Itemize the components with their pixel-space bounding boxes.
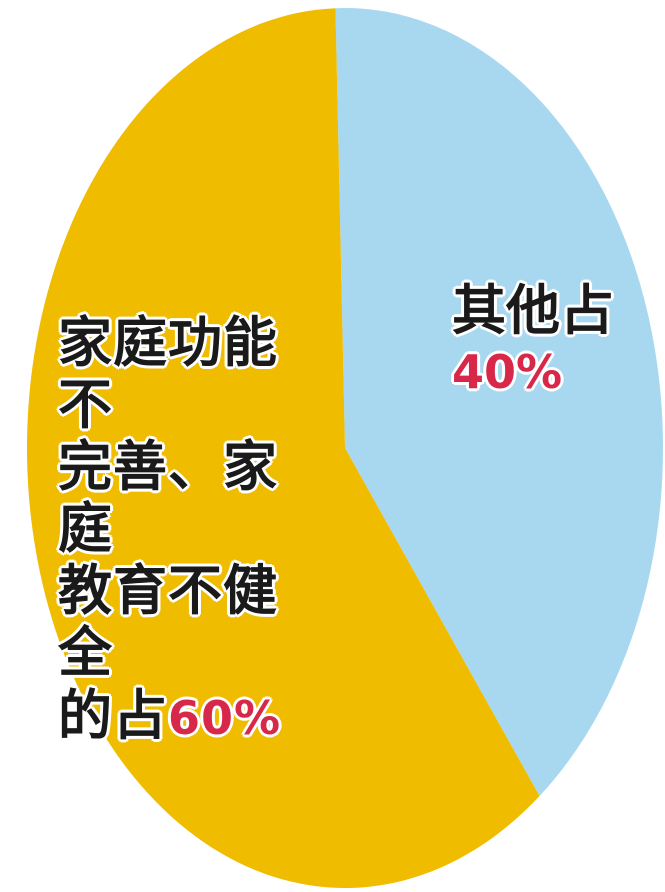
pie-slice-other bbox=[335, 8, 663, 797]
slice-label-other: 其他占 40% bbox=[452, 279, 632, 400]
slice-label-family-line-3: 教育不健全 bbox=[58, 559, 278, 685]
slice-label-family-line-1: 家庭功能不 bbox=[58, 311, 278, 437]
slice-label-family-line-4: 的占 bbox=[58, 683, 168, 747]
pie-slice-family bbox=[26, 8, 540, 889]
slice-label-family-line-2: 完善、家庭 bbox=[58, 435, 278, 561]
slice-percent-other: 40% bbox=[452, 345, 563, 400]
slice-percent-family: 60% bbox=[168, 690, 282, 745]
slice-label-other-line-1: 其他占 bbox=[452, 279, 614, 342]
slice-label-family: 家庭功能不 完善、家庭 教育不健全 的占60% bbox=[58, 311, 328, 747]
